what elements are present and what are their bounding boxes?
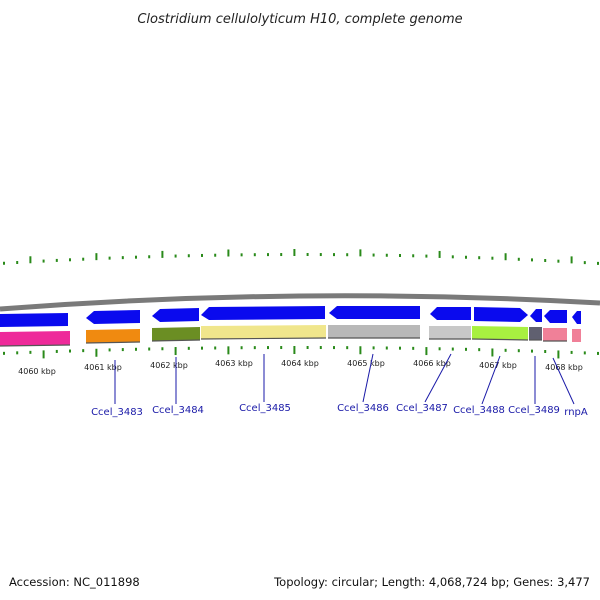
gene-label: rnpA — [564, 407, 588, 418]
inner-tick-marks — [3, 346, 599, 359]
gene-labels: Ccel_3483 Ccel_3484 Ccel_3485 Ccel_3486 … — [91, 403, 588, 418]
gene-arrow — [86, 310, 140, 324]
map-title: Clostridium cellulolyticum H10, complete… — [137, 12, 462, 27]
gene-label: Ccel_3486 — [337, 403, 389, 414]
cog-segment — [0, 331, 70, 346]
genome-backbone — [0, 293, 600, 312]
gene-arrow — [329, 306, 420, 319]
genome-summary-text: Topology: circular; Length: 4,068,724 bp… — [273, 575, 590, 589]
gene-label-leaders — [114, 353, 575, 405]
kbp-label: 4066 kbp — [413, 359, 451, 368]
gene-arrow — [474, 307, 528, 322]
gene-label: Ccel_3485 — [239, 403, 291, 414]
kbp-label: 4067 kbp — [479, 361, 517, 370]
cog-segment — [529, 327, 542, 340]
gene-label: Ccel_3483 — [91, 407, 143, 418]
cog-segment — [429, 326, 471, 339]
gene-arrow — [572, 311, 581, 324]
kbp-label: 4068 kbp — [545, 363, 583, 372]
kbp-label: 4060 kbp — [18, 367, 56, 376]
gene-label: Ccel_3488 — [453, 405, 505, 416]
kbp-scale-labels: 4060 kbp 4061 kbp 4062 kbp 4063 kbp 4064… — [18, 359, 583, 376]
cog-segment — [328, 325, 420, 338]
kbp-label: 4063 kbp — [215, 359, 253, 368]
cog-segment — [86, 329, 140, 343]
kbp-label: 4065 kbp — [347, 359, 385, 368]
gene-arrow — [201, 306, 325, 320]
gene-arrow-track — [0, 306, 581, 327]
gene-arrow — [0, 313, 68, 327]
cog-segment — [572, 329, 581, 342]
cog-color-track — [0, 325, 581, 346]
gene-arrow — [530, 309, 542, 322]
gene-label: Ccel_3487 — [396, 403, 448, 414]
cog-segment — [472, 326, 528, 340]
outer-tick-marks — [3, 249, 599, 265]
gene-label: Ccel_3484 — [152, 405, 204, 416]
kbp-label: 4064 kbp — [281, 359, 319, 368]
kbp-label: 4061 kbp — [84, 363, 122, 372]
gene-arrow — [544, 310, 567, 323]
accession-text: Accession: NC_011898 — [9, 575, 140, 589]
kbp-label: 4062 kbp — [150, 361, 188, 370]
cog-shadow-lines — [0, 337, 567, 347]
gene-arrow — [430, 307, 471, 320]
cog-segment — [201, 325, 326, 339]
cog-segment — [543, 328, 567, 341]
cog-segment — [152, 327, 200, 341]
gene-arrow — [152, 308, 199, 322]
gene-label: Ccel_3489 — [508, 405, 560, 416]
